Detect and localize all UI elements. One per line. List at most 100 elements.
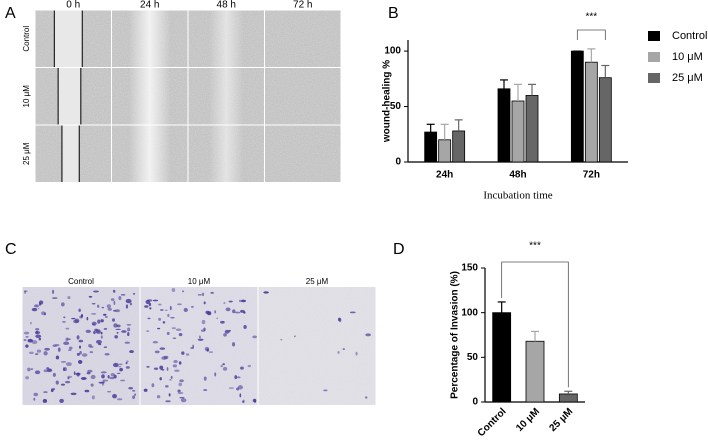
stained-cell bbox=[33, 397, 36, 401]
stained-cell bbox=[225, 307, 231, 312]
stained-cell bbox=[102, 379, 109, 382]
error-bar bbox=[497, 301, 506, 313]
wound-image bbox=[112, 125, 188, 182]
stained-cell bbox=[220, 320, 225, 324]
wound-image bbox=[188, 10, 264, 67]
stained-cell bbox=[146, 365, 150, 368]
stained-cell bbox=[60, 383, 66, 386]
stained-cell bbox=[95, 339, 102, 344]
stained-cell bbox=[208, 351, 214, 353]
wound-gap bbox=[128, 68, 171, 125]
stained-cell bbox=[197, 294, 202, 296]
wound-gap bbox=[209, 68, 244, 125]
stained-cell bbox=[111, 318, 116, 322]
error-bar bbox=[440, 123, 449, 140]
stained-cell bbox=[90, 383, 94, 387]
error-bar bbox=[454, 119, 463, 131]
panel-label: C bbox=[5, 241, 17, 258]
stained-cell bbox=[81, 353, 88, 357]
stained-cell bbox=[118, 365, 122, 368]
stained-cell bbox=[145, 299, 151, 305]
stained-cell bbox=[91, 321, 97, 326]
stained-cell bbox=[79, 350, 82, 355]
stained-cell bbox=[91, 313, 97, 315]
stained-cell bbox=[156, 395, 161, 399]
stained-cell bbox=[232, 309, 236, 314]
y-tick-label: 100 bbox=[461, 307, 478, 318]
stained-cell bbox=[118, 363, 123, 365]
stained-cell bbox=[206, 348, 209, 352]
stained-cell bbox=[63, 367, 67, 372]
stained-cell bbox=[124, 341, 131, 344]
stained-cell bbox=[132, 389, 136, 392]
stained-cell bbox=[240, 299, 247, 303]
stained-cell bbox=[30, 321, 32, 325]
stained-cell bbox=[132, 292, 136, 295]
stained-cell bbox=[119, 367, 123, 372]
x-tick-label: 25 μM bbox=[547, 406, 575, 434]
error-bar bbox=[514, 83, 522, 101]
stained-cell bbox=[65, 337, 69, 342]
wound-image bbox=[265, 10, 341, 67]
stained-cell bbox=[203, 301, 206, 305]
stained-cell bbox=[102, 380, 105, 384]
stained-cell bbox=[100, 319, 104, 323]
x-tick-label: 10 μM bbox=[514, 406, 542, 434]
stained-cell bbox=[43, 351, 48, 356]
error-bar bbox=[426, 123, 435, 133]
stained-cell bbox=[103, 327, 108, 330]
stained-cell bbox=[349, 311, 356, 314]
stained-cell bbox=[173, 359, 178, 364]
stained-cell bbox=[149, 307, 152, 310]
wound-image bbox=[112, 68, 188, 125]
legend-swatch bbox=[648, 31, 660, 41]
stained-cell bbox=[146, 330, 150, 332]
stained-cell bbox=[116, 372, 121, 375]
stained-cell bbox=[242, 399, 245, 402]
stained-cell bbox=[52, 297, 58, 299]
stained-cell bbox=[97, 319, 101, 324]
stained-cell bbox=[342, 348, 345, 351]
stained-cell bbox=[103, 313, 107, 316]
error-bar bbox=[587, 48, 596, 63]
stained-cell bbox=[153, 367, 159, 370]
stained-cell bbox=[55, 343, 60, 347]
stained-cell bbox=[65, 327, 70, 330]
stained-cell bbox=[35, 353, 39, 355]
error-bar bbox=[528, 83, 536, 96]
stained-cell bbox=[152, 299, 159, 302]
bar bbox=[452, 130, 466, 163]
stained-cell bbox=[222, 363, 225, 366]
stained-cell bbox=[100, 335, 103, 339]
stained-cell bbox=[203, 389, 208, 392]
stained-cell bbox=[197, 338, 204, 341]
stained-cell bbox=[129, 350, 134, 353]
bar bbox=[570, 50, 584, 163]
stained-cell bbox=[43, 391, 48, 393]
stained-cell bbox=[59, 398, 64, 404]
stained-cell bbox=[50, 388, 54, 393]
stained-cell bbox=[294, 335, 296, 338]
stained-cell bbox=[23, 331, 30, 335]
error-bar bbox=[564, 390, 573, 394]
stained-cell bbox=[80, 377, 87, 380]
column-header: Control bbox=[68, 277, 94, 286]
stained-cell bbox=[112, 393, 117, 399]
stained-cell bbox=[161, 356, 168, 360]
x-tick-label: Control bbox=[476, 406, 509, 439]
row-label: Control bbox=[22, 26, 31, 52]
stained-cell bbox=[76, 352, 80, 356]
stained-cell bbox=[121, 330, 127, 333]
stained-cell bbox=[85, 329, 91, 334]
stained-cell bbox=[31, 340, 38, 345]
stained-cell bbox=[127, 327, 131, 332]
stained-cell bbox=[280, 338, 283, 341]
image-texture bbox=[22, 287, 140, 405]
stained-cell bbox=[216, 317, 219, 320]
stained-cell bbox=[67, 376, 70, 380]
stained-cell bbox=[178, 361, 182, 365]
stained-cell bbox=[28, 351, 34, 355]
significance-bracket bbox=[501, 261, 569, 388]
legend-swatch bbox=[648, 73, 660, 83]
